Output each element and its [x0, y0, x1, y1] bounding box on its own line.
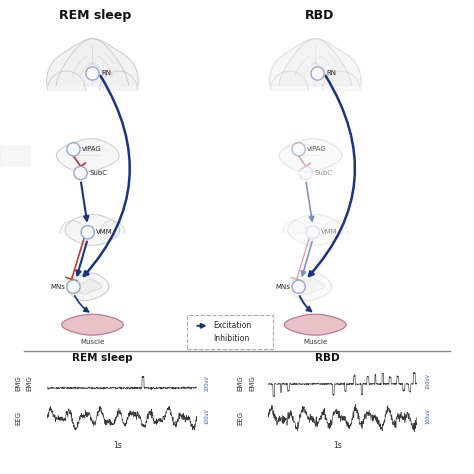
Text: REM sleep: REM sleep	[72, 353, 132, 363]
Text: EEG: EEG	[238, 411, 244, 425]
Text: VMM: VMM	[96, 229, 113, 235]
Text: EMG: EMG	[27, 375, 33, 391]
Circle shape	[81, 226, 94, 239]
Polygon shape	[279, 139, 342, 172]
Circle shape	[67, 143, 80, 156]
Text: SubC: SubC	[314, 170, 332, 176]
Circle shape	[292, 280, 305, 293]
Polygon shape	[296, 279, 325, 294]
Polygon shape	[289, 273, 332, 301]
Polygon shape	[323, 221, 347, 233]
Polygon shape	[100, 221, 125, 233]
Text: 100uV: 100uV	[425, 408, 430, 424]
Text: EEG: EEG	[15, 411, 21, 425]
Text: EMG: EMG	[250, 375, 255, 391]
Text: 200uV: 200uV	[425, 374, 430, 389]
Text: MNs: MNs	[275, 284, 290, 290]
Text: MNs: MNs	[50, 284, 65, 290]
Text: EMG: EMG	[238, 375, 244, 391]
Text: VMM: VMM	[321, 229, 338, 235]
Polygon shape	[66, 273, 109, 301]
Text: RN: RN	[101, 71, 111, 76]
Circle shape	[311, 67, 324, 80]
Text: EMG: EMG	[15, 375, 21, 391]
Text: 200uV: 200uV	[205, 375, 210, 392]
Text: Muscle: Muscle	[303, 339, 328, 345]
FancyBboxPatch shape	[187, 315, 273, 349]
Text: Muscle: Muscle	[80, 339, 105, 345]
Polygon shape	[283, 221, 308, 233]
Circle shape	[67, 280, 80, 293]
Text: RBD: RBD	[305, 9, 335, 22]
Text: Inhibition: Inhibition	[213, 334, 249, 343]
Polygon shape	[284, 314, 346, 335]
Circle shape	[299, 166, 312, 180]
Circle shape	[306, 226, 319, 239]
Text: RN: RN	[326, 71, 336, 76]
Text: 1s: 1s	[334, 441, 342, 450]
Text: vlPAG: vlPAG	[307, 146, 327, 152]
Text: Excitation: Excitation	[213, 321, 252, 330]
Polygon shape	[73, 279, 102, 294]
Polygon shape	[62, 314, 123, 335]
Circle shape	[86, 67, 99, 80]
Text: 1s: 1s	[113, 441, 122, 450]
Polygon shape	[56, 139, 119, 172]
Text: 100uV: 100uV	[205, 408, 210, 424]
Text: SubC: SubC	[89, 170, 107, 176]
Text: REM sleep: REM sleep	[59, 9, 131, 22]
Circle shape	[74, 166, 87, 180]
Text: RBD: RBD	[315, 353, 339, 363]
Text: vlPAG: vlPAG	[82, 146, 102, 152]
Polygon shape	[60, 221, 85, 233]
Circle shape	[292, 143, 305, 156]
Polygon shape	[65, 215, 120, 245]
Polygon shape	[288, 215, 343, 245]
